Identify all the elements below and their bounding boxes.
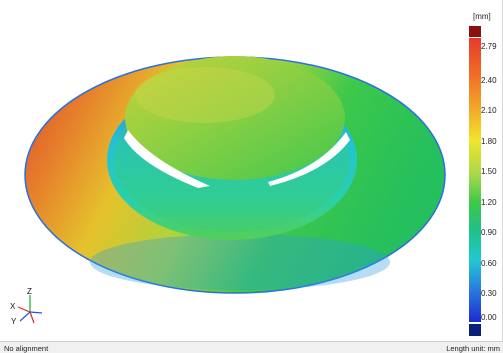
axis-line [29, 311, 35, 324]
legend-tick: 1.80 [481, 137, 497, 146]
gap-right [268, 132, 350, 186]
length-unit-status: Length unit: mm [446, 344, 500, 353]
y-axis-line [19, 311, 31, 322]
status-bar: No alignment Length unit: mm [0, 341, 503, 353]
alignment-status: No alignment [4, 344, 49, 353]
axis-triad: Z X Y [10, 287, 43, 326]
legend-unit: [mm] [473, 12, 491, 21]
legend-color-bar [469, 38, 481, 322]
3d-viewport[interactable]: [mm] 2.79 2.40 2.10 1.80 1.50 1.20 0.90 … [0, 0, 503, 341]
legend-tick: 0.00 [481, 313, 497, 322]
legend-tick: 0.30 [481, 289, 497, 298]
color-legend: [mm] 2.79 2.40 2.10 1.80 1.50 1.20 0.90 … [459, 0, 503, 341]
flange-edge-shadow [90, 234, 390, 290]
gap-left [124, 130, 210, 188]
x-axis-label: X [10, 302, 16, 311]
legend-tick: 2.40 [481, 76, 497, 85]
z-axis-label: Z [27, 287, 32, 296]
legend-tick: 2.79 [481, 42, 497, 51]
dome-top [125, 56, 345, 180]
axis-line [29, 311, 43, 314]
legend-tick: 0.90 [481, 228, 497, 237]
x-axis-line [17, 306, 31, 313]
legend-tick: 0.60 [481, 259, 497, 268]
legend-tick: 1.50 [481, 167, 497, 176]
y-axis-label: Y [11, 317, 17, 326]
dome-highlight [135, 67, 275, 123]
legend-under-range-swatch [469, 324, 481, 336]
legend-tick: 1.20 [481, 198, 497, 207]
legend-tick: 2.10 [481, 106, 497, 115]
legend-over-range-swatch [469, 26, 481, 37]
deviation-color-map-model[interactable] [0, 0, 459, 341]
